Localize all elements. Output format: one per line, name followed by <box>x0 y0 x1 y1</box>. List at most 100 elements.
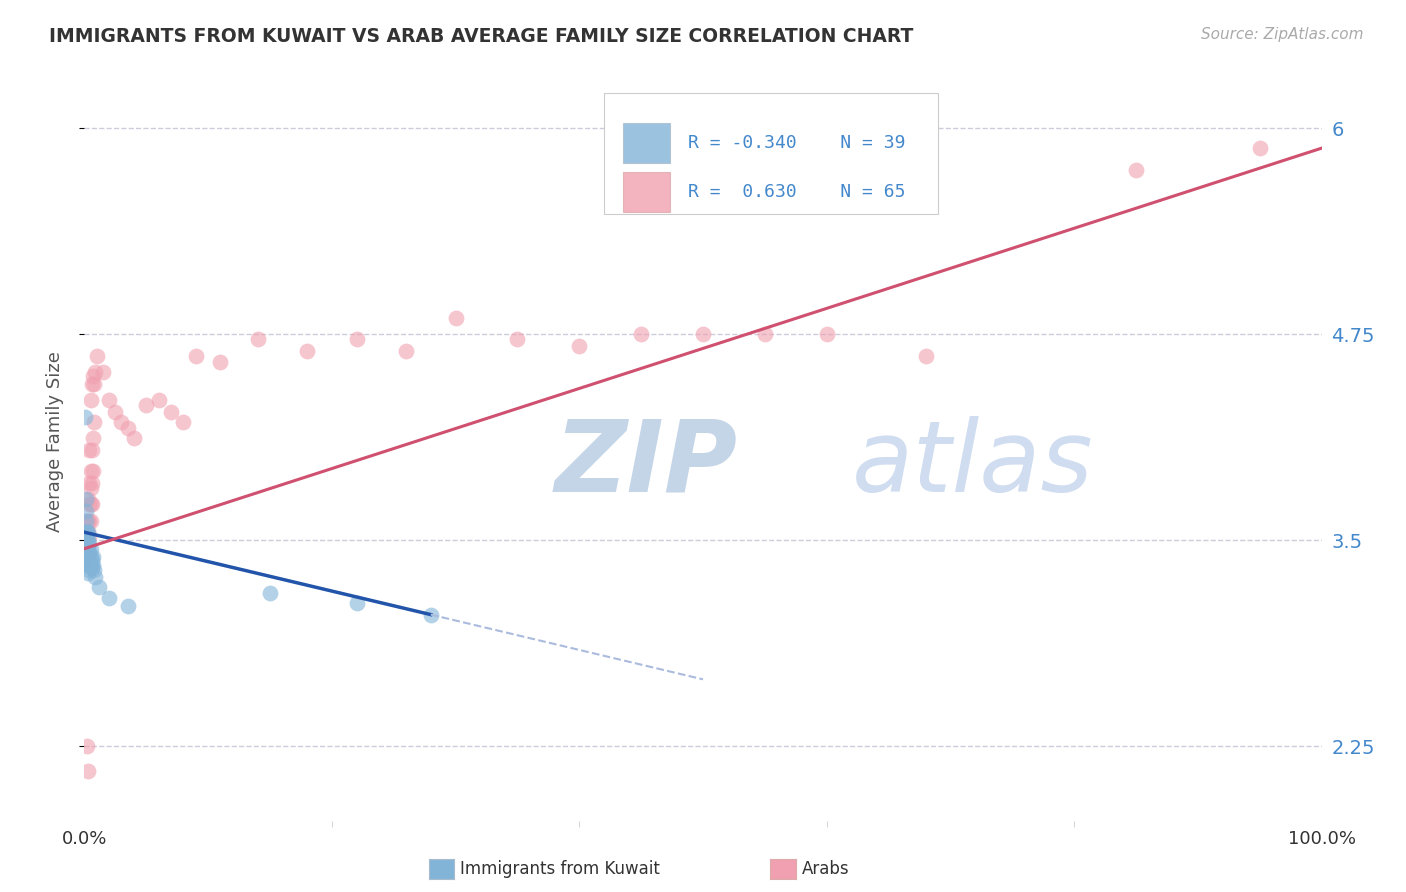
FancyBboxPatch shape <box>605 93 938 214</box>
Point <box>79 558 101 573</box>
Point <box>76 533 98 548</box>
Point <box>79 553 101 567</box>
Point <box>79 530 101 544</box>
Text: Source: ZipAtlas.com: Source: ZipAtlas.com <box>1201 27 1364 42</box>
Point <box>630 327 652 342</box>
Point <box>79 514 101 528</box>
Point <box>89 580 111 594</box>
Point <box>77 525 100 540</box>
Point <box>77 549 100 564</box>
Point <box>75 492 97 507</box>
Point <box>246 332 269 346</box>
Y-axis label: Average Family Size: Average Family Size <box>45 351 63 532</box>
Point <box>76 514 98 528</box>
Point <box>75 514 97 528</box>
Point <box>395 343 418 358</box>
Point <box>1249 141 1271 155</box>
Point <box>110 415 132 429</box>
Text: Arabs: Arabs <box>801 860 849 878</box>
Point <box>160 405 183 419</box>
Point <box>79 464 101 478</box>
Point <box>91 365 114 379</box>
Point <box>79 442 101 457</box>
Point <box>184 349 207 363</box>
Point <box>75 525 97 540</box>
Point <box>79 541 101 556</box>
Point <box>77 533 100 548</box>
Point <box>122 431 145 445</box>
Point <box>75 553 97 567</box>
Point <box>209 355 232 369</box>
Point <box>80 497 103 511</box>
Point <box>77 492 100 507</box>
Point <box>83 563 105 577</box>
Point <box>98 591 121 606</box>
Point <box>86 349 108 363</box>
Point <box>444 310 467 325</box>
Point <box>79 549 101 564</box>
Point <box>75 409 97 424</box>
Text: atlas: atlas <box>852 416 1092 513</box>
Point <box>104 405 127 419</box>
Point <box>346 596 368 610</box>
Point <box>259 586 281 600</box>
Point <box>79 475 101 490</box>
Point <box>80 442 103 457</box>
Point <box>117 599 139 614</box>
Point <box>914 349 936 363</box>
Point <box>77 537 100 551</box>
Point <box>79 537 101 551</box>
Point <box>80 475 103 490</box>
Point <box>76 541 98 556</box>
Point <box>79 514 101 528</box>
Point <box>506 332 529 346</box>
Point <box>80 376 103 391</box>
Point <box>77 558 100 573</box>
Point <box>75 504 97 518</box>
Point <box>172 415 194 429</box>
Point <box>76 525 98 540</box>
Point <box>98 393 121 408</box>
Point <box>77 566 100 581</box>
Point <box>77 764 100 779</box>
Text: ZIP: ZIP <box>554 416 738 513</box>
Point <box>83 376 105 391</box>
Point <box>79 497 101 511</box>
Point <box>82 464 104 478</box>
Text: R = -0.340    N = 39: R = -0.340 N = 39 <box>688 134 905 152</box>
Point <box>135 398 157 412</box>
Point <box>79 545 101 559</box>
Point <box>76 533 98 548</box>
Point <box>346 332 368 346</box>
Point <box>77 549 100 564</box>
Point <box>75 547 97 561</box>
FancyBboxPatch shape <box>623 123 669 162</box>
Point <box>295 343 318 358</box>
Point <box>77 514 100 528</box>
Text: R =  0.630    N = 65: R = 0.630 N = 65 <box>688 183 905 201</box>
Point <box>75 537 97 551</box>
Point <box>76 549 98 564</box>
Point <box>76 739 98 754</box>
Point <box>76 533 98 548</box>
Point <box>76 525 98 540</box>
Point <box>419 607 441 622</box>
Point <box>692 327 714 342</box>
Point <box>79 558 101 573</box>
Point <box>79 563 101 577</box>
Point <box>75 525 97 540</box>
Point <box>75 541 97 556</box>
FancyBboxPatch shape <box>623 172 669 211</box>
Point <box>79 481 101 495</box>
Point <box>84 365 107 379</box>
Point <box>84 570 107 584</box>
Point <box>77 525 100 540</box>
Point <box>754 327 776 342</box>
Point <box>117 421 139 435</box>
Point <box>815 327 838 342</box>
Text: Immigrants from Kuwait: Immigrants from Kuwait <box>460 860 659 878</box>
Text: IMMIGRANTS FROM KUWAIT VS ARAB AVERAGE FAMILY SIZE CORRELATION CHART: IMMIGRANTS FROM KUWAIT VS ARAB AVERAGE F… <box>49 27 914 45</box>
Point <box>82 549 104 564</box>
Point <box>76 541 98 556</box>
Point <box>75 533 97 548</box>
